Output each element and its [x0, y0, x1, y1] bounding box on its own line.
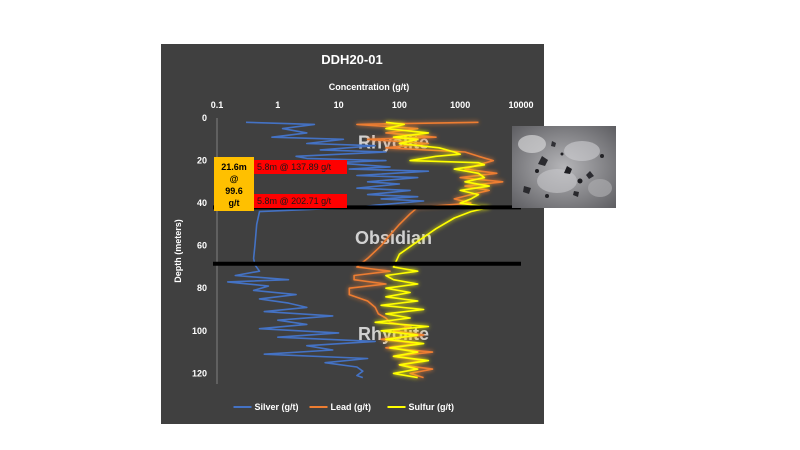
intercept-total-line-2: @: [229, 174, 239, 184]
x-tick-label: 100: [392, 100, 407, 110]
y-tick-label: 80: [197, 283, 207, 293]
x-tick-label: 1000: [450, 100, 470, 110]
zone-label: Obsidian: [355, 228, 432, 248]
rock-texture: [512, 126, 616, 208]
intercept-total-line-1: 21.6m: [221, 162, 247, 172]
rock-sample-photo: [512, 126, 616, 208]
intercept-total-line-3: 99.6: [225, 186, 243, 196]
x-tick-label: 10: [334, 100, 344, 110]
y-tick-label: 120: [192, 368, 207, 378]
y-tick-label: 20: [197, 156, 207, 166]
y-tick-label: 100: [192, 326, 207, 336]
x-tick-label: 0.1: [211, 100, 224, 110]
chart-panel: DDH20-01 Concentration (g/t) 0.1 1 10 100 1000…: [161, 44, 544, 424]
x-axis-label: Concentration (g/t): [329, 82, 410, 92]
series-line-1: [226, 121, 430, 379]
zone-label: Rhyolite: [358, 324, 429, 344]
y-tick-label: 60: [197, 241, 207, 251]
legend-label: Silver (g/t): [255, 402, 299, 412]
legend-label: Lead (g/t): [331, 402, 372, 412]
intercept-total-box: 21.6m @ 99.6 g/t: [214, 157, 254, 211]
y-tick-label: 40: [197, 198, 207, 208]
chart-title: DDH20-01: [321, 52, 382, 67]
series-line-3: [374, 121, 491, 379]
intercept-1-box: 5.8m @ 137.89 g/t: [254, 160, 347, 174]
intercept-total-line-4: g/t: [228, 198, 240, 208]
intercept-2-box: 5.8m @ 202.71 g/t: [254, 194, 347, 208]
legend-label: Sulfur (g/t): [409, 402, 455, 412]
y-axis-label: Depth (meters): [173, 219, 183, 283]
x-tick-label: 10000: [508, 100, 533, 110]
x-tick-label: 1: [275, 100, 280, 110]
y-tick-label: 0: [202, 113, 207, 123]
